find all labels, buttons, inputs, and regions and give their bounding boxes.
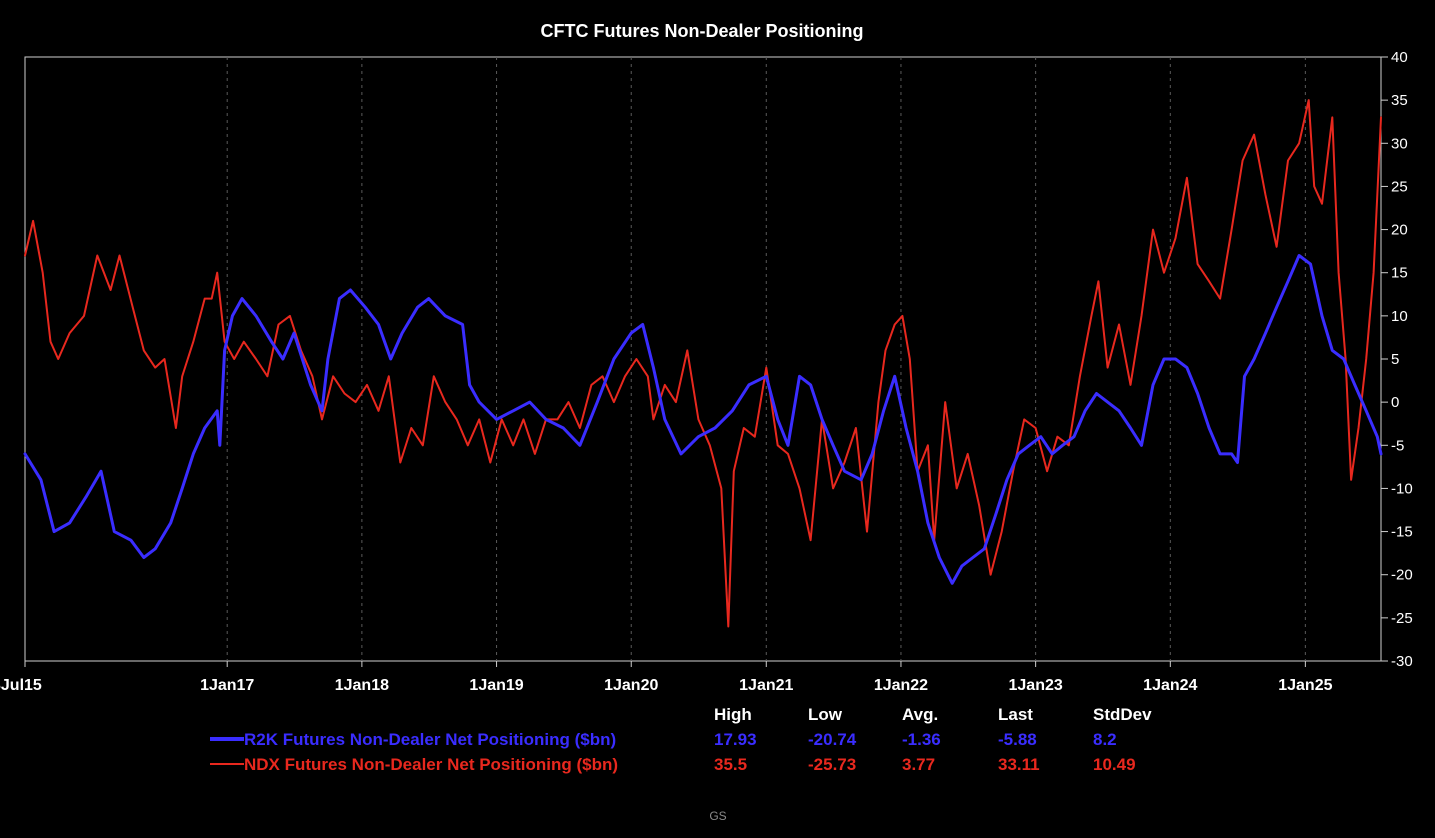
y-tick-label: 10 <box>1391 308 1408 325</box>
x-tick-label: 1Jan18 <box>335 677 389 694</box>
y-tick-label: -10 <box>1391 480 1413 497</box>
x-axis: 3Jul15 1Jan17 1Jan18 1Jan19 1Jan20 1Jan21 1Jan… <box>0 661 1333 694</box>
x-tick-label: 1Jan25 <box>1278 677 1332 694</box>
x-tick-label: 1Jan21 <box>739 677 793 694</box>
stats-value: 35.5 <box>714 755 747 774</box>
y-tick-label: 25 <box>1391 178 1408 195</box>
legend-label: R2K Futures Non-Dealer Net Positioning (… <box>244 730 616 749</box>
y-tick-label: 5 <box>1391 351 1399 368</box>
plot-area <box>24 56 1382 662</box>
y-tick-label: 0 <box>1391 394 1399 411</box>
y-tick-label: -25 <box>1391 610 1413 627</box>
credit-label: GS <box>709 809 726 823</box>
r2k-series-line <box>23 254 1383 585</box>
y-tick-label: -20 <box>1391 567 1413 584</box>
stats-value: 3.77 <box>902 755 935 774</box>
x-tick-label: 1Jan24 <box>1143 677 1197 694</box>
stats-value: -5.88 <box>998 730 1037 749</box>
x-tick-label: 1Jan22 <box>874 677 928 694</box>
stats-value: -20.74 <box>808 730 857 749</box>
y-tick-label: 30 <box>1391 135 1408 152</box>
x-tick-label: 1Jan23 <box>1009 677 1063 694</box>
stats-value: 33.11 <box>998 755 1040 774</box>
y-tick-label: 35 <box>1391 92 1408 109</box>
x-tick-label: 1Jan19 <box>469 677 523 694</box>
chart-title: CFTC Futures Non-Dealer Positioning <box>540 21 863 41</box>
stats-header: Avg. <box>902 705 938 724</box>
stats-value: 10.49 <box>1093 755 1136 774</box>
stats-header: High <box>714 705 752 724</box>
y-tick-label: 40 <box>1391 49 1408 66</box>
stats-value: 8.2 <box>1093 730 1117 749</box>
stats-value: -1.36 <box>902 730 941 749</box>
legend-label: NDX Futures Non-Dealer Net Positioning (… <box>244 755 618 774</box>
y-tick-label: -5 <box>1391 437 1404 454</box>
stats-header: Low <box>808 705 843 724</box>
y-tick-label: -15 <box>1391 524 1413 541</box>
y-axis: -30 -25 -20 -15 -10 -5 0 5 10 15 20 25 30 35 40 <box>1381 49 1413 670</box>
x-tick-label: 1Jan20 <box>604 677 658 694</box>
y-tick-label: 15 <box>1391 265 1408 282</box>
series-lines <box>23 99 1383 628</box>
stats-value: 17.93 <box>714 730 757 749</box>
x-tick-label: 1Jan17 <box>200 677 254 694</box>
x-tick-label: 3Jul15 <box>0 677 42 694</box>
stats-header: StdDev <box>1093 705 1152 724</box>
ndx-series-line <box>24 99 1382 628</box>
grid-lines <box>226 57 1306 661</box>
stats-value: -25.73 <box>808 755 856 774</box>
stats-header: Last <box>998 705 1033 724</box>
y-tick-label: -30 <box>1391 653 1413 670</box>
legend: High Low Avg. Last StdDev R2K Futures Non-Dea… <box>210 705 1152 774</box>
y-tick-label: 20 <box>1391 222 1408 239</box>
